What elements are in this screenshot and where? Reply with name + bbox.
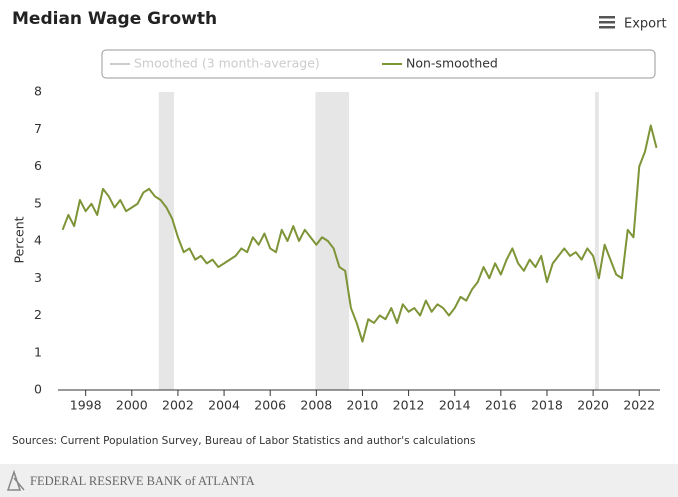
y-tick-label: 2 — [34, 307, 42, 322]
y-tick-label: 1 — [34, 344, 42, 359]
x-tick-label: 2014 — [439, 398, 471, 413]
menu-icon — [599, 26, 615, 29]
footer-text: FEDERAL RESERVE BANK of ATLANTA — [30, 474, 255, 488]
y-tick-label: 3 — [34, 270, 42, 285]
legend-box — [101, 49, 656, 79]
source-note: Sources: Current Population Survey, Bure… — [12, 435, 475, 447]
x-tick-label: 1998 — [70, 398, 102, 413]
data-line — [61, 124, 658, 343]
x-tick-label: 2002 — [162, 398, 194, 413]
x-tick-label: 2016 — [485, 398, 517, 413]
x-tick-label: 2018 — [531, 398, 563, 413]
y-tick-label: 6 — [34, 158, 42, 173]
x-tick-label: 2006 — [254, 398, 286, 413]
chart-title: Median Wage Growth — [12, 9, 217, 29]
x-tick-label: 2000 — [116, 398, 148, 413]
legend-label[interactable]: Smoothed (3 month-average) — [134, 56, 320, 71]
recession-band — [594, 92, 599, 390]
x-tick-label: 2010 — [347, 398, 379, 413]
menu-icon — [599, 21, 615, 24]
export-label[interactable]: Export — [624, 17, 667, 32]
x-tick-label: 2004 — [208, 398, 240, 413]
footer-band — [0, 464, 678, 497]
y-tick-label: 8 — [34, 84, 42, 99]
export-button[interactable]: Export — [599, 16, 667, 32]
x-tick-label: 2020 — [577, 398, 609, 413]
menu-icon — [599, 16, 615, 19]
recession-band — [158, 92, 175, 390]
y-tick-label: 5 — [34, 195, 42, 210]
y-axis-label: Percent — [12, 216, 27, 263]
recession-band — [315, 92, 350, 390]
y-tick-label: 4 — [34, 233, 42, 248]
y-tick-label: 7 — [34, 121, 42, 136]
footer-logo — [6, 469, 25, 491]
legend-label[interactable]: Non-smoothed — [406, 56, 498, 71]
y-tick-label: 0 — [34, 382, 42, 397]
x-tick-label: 2022 — [623, 398, 655, 413]
x-tick-label: 2012 — [393, 398, 425, 413]
x-tick-label: 2008 — [300, 398, 332, 413]
